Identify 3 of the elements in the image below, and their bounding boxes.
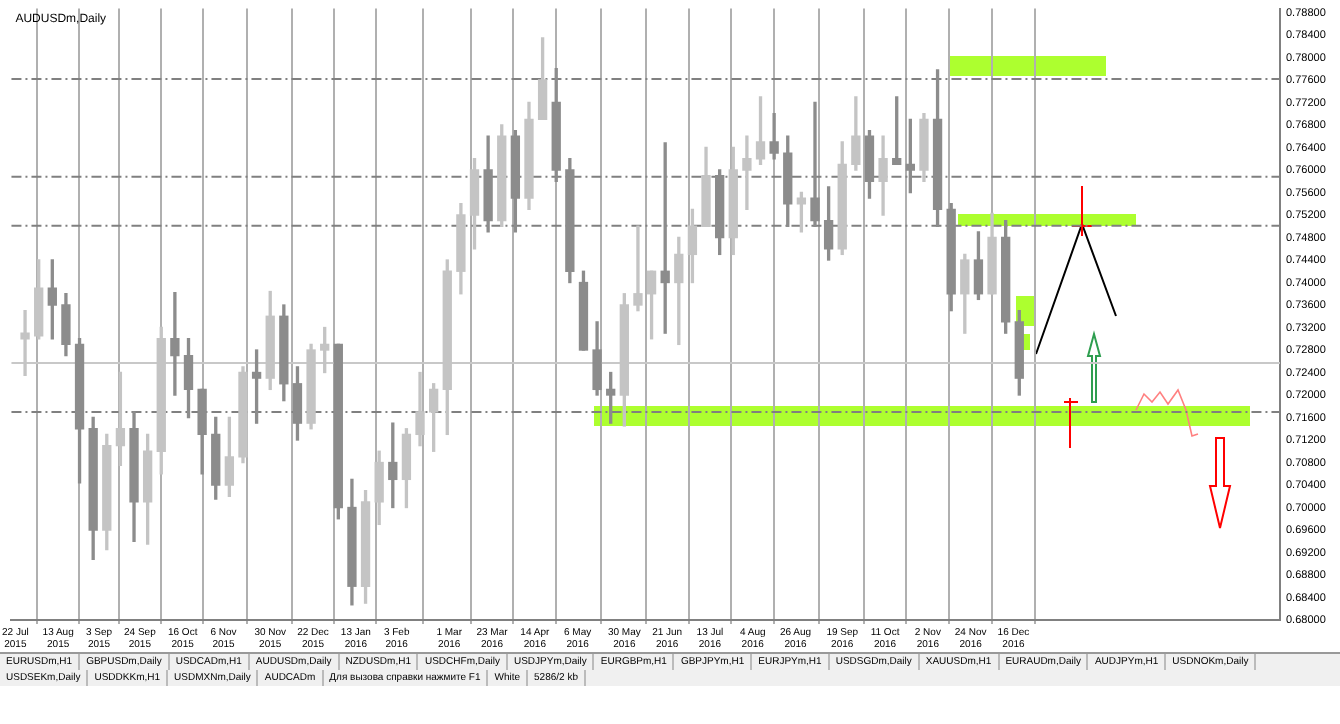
candlestick	[633, 225, 643, 312]
candlestick	[742, 135, 752, 211]
candlestick	[170, 291, 180, 396]
